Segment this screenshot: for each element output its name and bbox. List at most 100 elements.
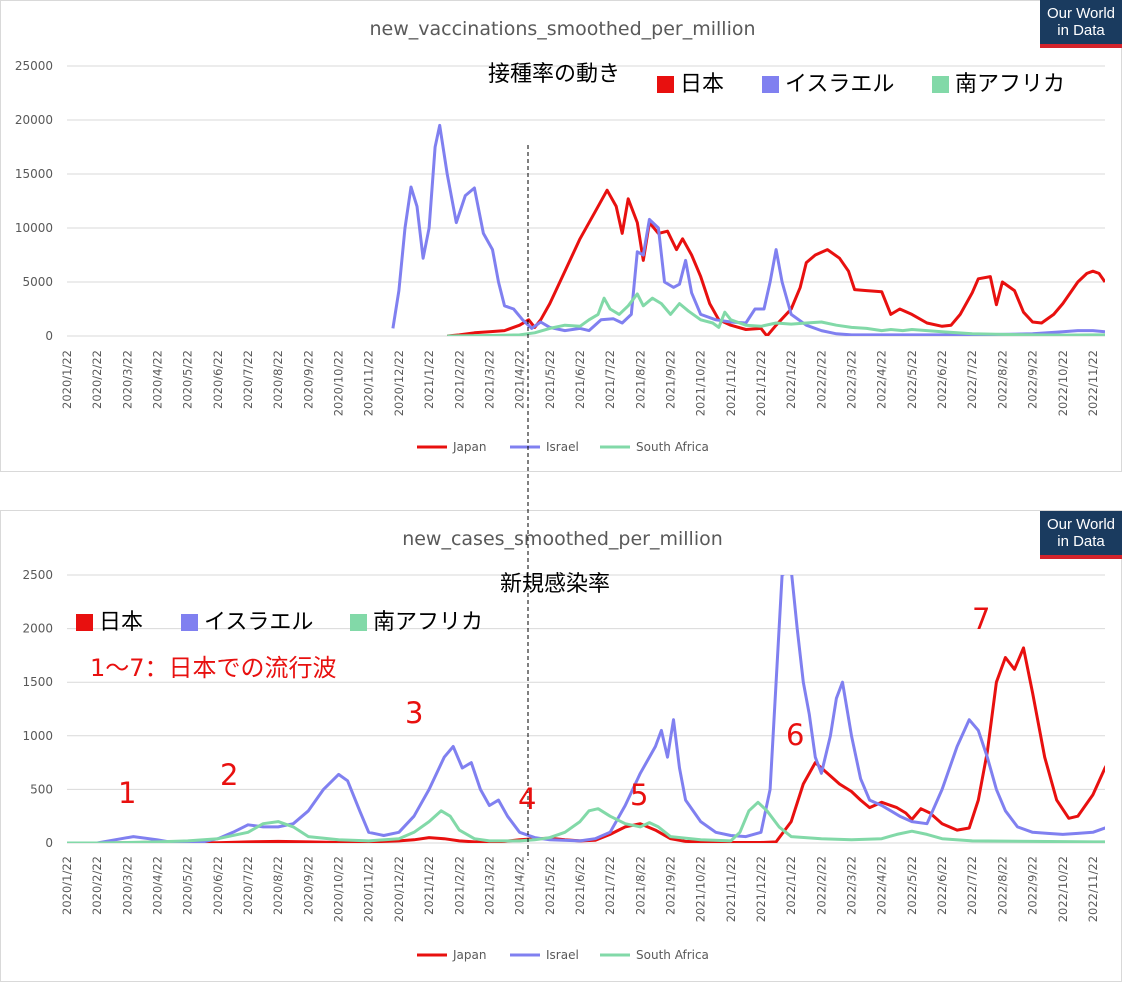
cases-x-tick-label: 2022/2/22 (814, 856, 828, 915)
vacc-x-tick-label: 2020/3/22 (120, 350, 134, 409)
cases-x-tick-label: 2021/5/22 (543, 856, 557, 915)
cases-chart-panel (0, 510, 1122, 982)
vacc-x-tick-label: 2021/4/22 (513, 350, 527, 409)
cases-x-tick-label: 2021/12/22 (754, 856, 768, 922)
cases-x-tick-label: 2022/7/22 (965, 856, 979, 915)
cases-series-israel (67, 575, 1105, 843)
cases-x-tick-label: 2020/1/22 (60, 856, 74, 915)
vacc-x-tick-label: 2020/2/22 (90, 350, 104, 409)
cases-y-tick-label: 2000 (22, 622, 53, 636)
cases-x-tick-label: 2022/9/22 (1026, 856, 1040, 915)
legend-label-south-africa: 南アフリカ (373, 610, 484, 635)
vacc-x-tick-label: 2021/1/22 (422, 350, 436, 409)
top-legend-south-africa: 南アフリカ (932, 66, 1065, 98)
vacc-legend-label-south-africa: South Africa (636, 440, 709, 454)
legend-swatch-israel (762, 76, 779, 93)
wave-label-3: 3 (405, 696, 424, 730)
cases-x-tick-label: 2020/10/22 (332, 856, 346, 922)
wave-label-5: 5 (630, 778, 649, 812)
cases-y-tick-label: 1500 (22, 675, 53, 689)
cases-series-south-africa (67, 800, 1105, 843)
vaccinations-chart-title: new_vaccinations_smoothed_per_million (369, 18, 756, 40)
vacc-legend-label-japan: Japan (452, 440, 486, 454)
vacc-x-tick-label: 2020/9/22 (301, 350, 315, 409)
legend-swatch-japan (76, 614, 93, 631)
bottom-legend-south-africa: 南アフリカ (350, 604, 483, 636)
cases-x-tick-label: 2022/3/22 (845, 856, 859, 915)
owid-logo-line2: in Data (1057, 533, 1105, 550)
cases-x-tick-label: 2021/6/22 (573, 856, 587, 915)
wave-label-7: 7 (972, 602, 991, 636)
cases-x-tick-label: 2020/8/22 (271, 856, 285, 915)
vacc-x-tick-label: 2020/10/22 (332, 350, 346, 416)
legend-label-israel: イスラエル (785, 72, 895, 97)
cases-x-tick-label: 2022/11/22 (1086, 856, 1100, 922)
cases-x-tick-label: 2021/11/22 (724, 856, 738, 922)
cases-x-tick-label: 2021/9/22 (663, 856, 677, 915)
cases-x-tick-label: 2021/3/22 (482, 856, 496, 915)
vacc-x-tick-label: 2020/8/22 (271, 350, 285, 409)
vacc-y-tick-label: 25000 (15, 59, 53, 73)
owid-logo-line2: in Data (1057, 22, 1105, 39)
vacc-x-tick-label: 2020/12/22 (392, 350, 406, 416)
vacc-x-tick-label: 2020/1/22 (60, 350, 74, 409)
vacc-series-japan (447, 188, 1105, 336)
legend-swatch-israel (181, 614, 198, 631)
vacc-x-tick-label: 2022/1/22 (784, 350, 798, 409)
cases-y-tick-label: 2500 (22, 568, 53, 582)
wave-note: 1～7：日本での流行波 (90, 654, 337, 682)
cases-x-tick-label: 2021/2/22 (452, 856, 466, 915)
cases-x-tick-label: 2020/11/22 (362, 856, 376, 922)
vacc-x-tick-label: 2022/9/22 (1026, 350, 1040, 409)
vacc-x-tick-label: 2021/8/22 (633, 350, 647, 409)
legend-swatch-south-africa (350, 614, 367, 631)
cases-legend-label-south-africa: South Africa (636, 948, 709, 962)
cases-x-tick-label: 2022/6/22 (935, 856, 949, 915)
owid-logo: Our World in Data (1040, 0, 1122, 48)
owid-logo-line1: Our World (1046, 5, 1116, 22)
vacc-x-tick-label: 2021/9/22 (663, 350, 677, 409)
bottom-legend-japan: 日本 (76, 604, 143, 636)
cases-x-tick-label: 2022/10/22 (1056, 856, 1070, 922)
cases-x-tick-label: 2020/3/22 (120, 856, 134, 915)
cases-x-tick-label: 2022/8/22 (995, 856, 1009, 915)
cases-x-tick-label: 2020/9/22 (301, 856, 315, 915)
vacc-x-tick-label: 2021/5/22 (543, 350, 557, 409)
legend-swatch-japan (657, 76, 674, 93)
owid-logo-line1: Our World (1046, 516, 1116, 533)
legend-label-israel: イスラエル (204, 610, 314, 635)
vacc-x-tick-label: 2022/11/22 (1086, 350, 1100, 416)
cases-y-tick-label: 500 (30, 782, 53, 796)
vacc-x-tick-label: 2021/11/22 (724, 350, 738, 416)
vacc-y-tick-label: 15000 (15, 167, 53, 181)
cases-chart-title: new_cases_smoothed_per_million (402, 528, 723, 550)
vacc-series-south-africa (447, 292, 1105, 336)
vacc-x-tick-label: 2020/11/22 (362, 350, 376, 416)
vacc-x-tick-label: 2022/7/22 (965, 350, 979, 409)
vacc-x-tick-label: 2022/3/22 (845, 350, 859, 409)
vacc-x-tick-label: 2021/6/22 (573, 350, 587, 409)
cases-x-tick-label: 2021/1/22 (422, 856, 436, 915)
vaccination-rate-heading: 接種率の動き (488, 62, 621, 87)
new-infection-rate-heading: 新規感染率 (500, 572, 611, 597)
vacc-x-tick-label: 2022/8/22 (995, 350, 1009, 409)
vacc-y-tick-label: 20000 (15, 113, 53, 127)
top-legend-japan: 日本 (657, 66, 724, 98)
legend-label-japan: 日本 (99, 610, 144, 635)
cases-x-tick-label: 2021/4/22 (513, 856, 527, 915)
cases-x-tick-label: 2020/12/22 (392, 856, 406, 922)
cases-y-tick-label: 0 (45, 836, 53, 850)
legend-label-japan: 日本 (680, 72, 725, 97)
vacc-y-tick-label: 0 (45, 329, 53, 343)
cases-y-tick-label: 1000 (22, 729, 53, 743)
vacc-x-tick-label: 2022/6/22 (935, 350, 949, 409)
cases-x-tick-label: 2020/2/22 (90, 856, 104, 915)
cases-x-tick-label: 2021/10/22 (694, 856, 708, 922)
vacc-x-tick-label: 2021/3/22 (482, 350, 496, 409)
legend-swatch-south-africa (932, 76, 949, 93)
bottom-legend-israel: イスラエル (181, 604, 313, 636)
wave-label-6: 6 (786, 718, 805, 752)
owid-logo-bottom: Our World in Data (1040, 511, 1122, 559)
vacc-x-tick-label: 2021/2/22 (452, 350, 466, 409)
vacc-x-tick-label: 2020/4/22 (151, 350, 165, 409)
